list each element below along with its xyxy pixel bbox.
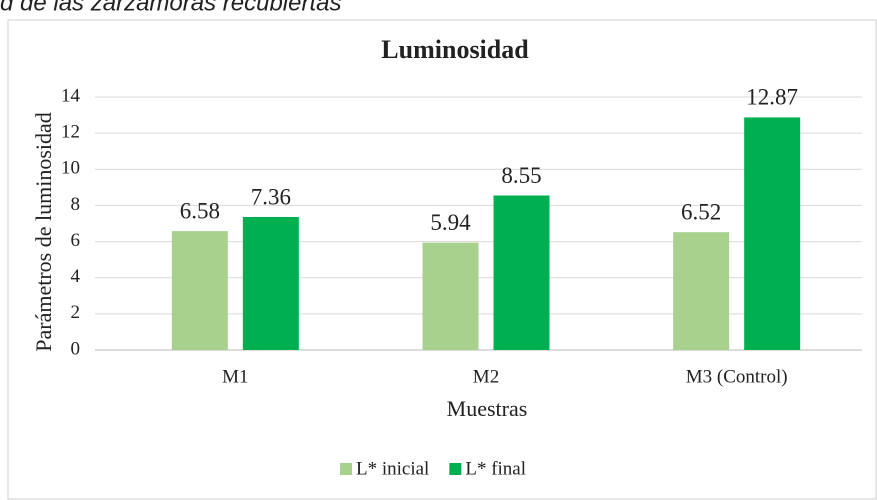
x-axis-label: Muestras — [447, 396, 528, 421]
y-tick-label: 8 — [71, 194, 81, 215]
legend-label: L* final — [465, 458, 526, 479]
y-tick-label: 10 — [61, 158, 80, 179]
data-label: 12.87 — [746, 85, 798, 110]
bar — [422, 242, 479, 350]
y-axis-label: Parámetros de luminosidad — [31, 112, 56, 352]
y-tick-label: 4 — [71, 266, 81, 287]
y-tick-label: 0 — [71, 338, 81, 359]
caption: d de las zarzamoras recubiertas — [0, 0, 341, 16]
bar — [493, 195, 550, 350]
data-label: 6.58 — [180, 198, 220, 223]
x-tick-label: M1 — [222, 366, 248, 387]
bar — [171, 231, 228, 350]
x-tick-label: M3 (Control) — [686, 366, 788, 387]
y-tick-label: 2 — [71, 302, 81, 323]
data-label: 8.55 — [501, 163, 541, 188]
y-tick-label: 6 — [71, 230, 81, 251]
x-tick-label: M2 — [473, 366, 499, 387]
y-tick-label: 14 — [61, 85, 81, 106]
legend-swatch — [340, 463, 352, 475]
chart-title: Luminosidad — [381, 35, 529, 64]
legend-label: L* inicial — [356, 458, 429, 479]
data-label: 5.94 — [430, 210, 471, 235]
y-tick-label: 12 — [61, 122, 80, 143]
legend-swatch — [449, 463, 462, 475]
data-label: 7.36 — [251, 184, 291, 209]
bar — [673, 232, 730, 350]
data-label: 6.52 — [681, 199, 721, 224]
bar — [242, 216, 299, 350]
bar — [744, 117, 801, 350]
